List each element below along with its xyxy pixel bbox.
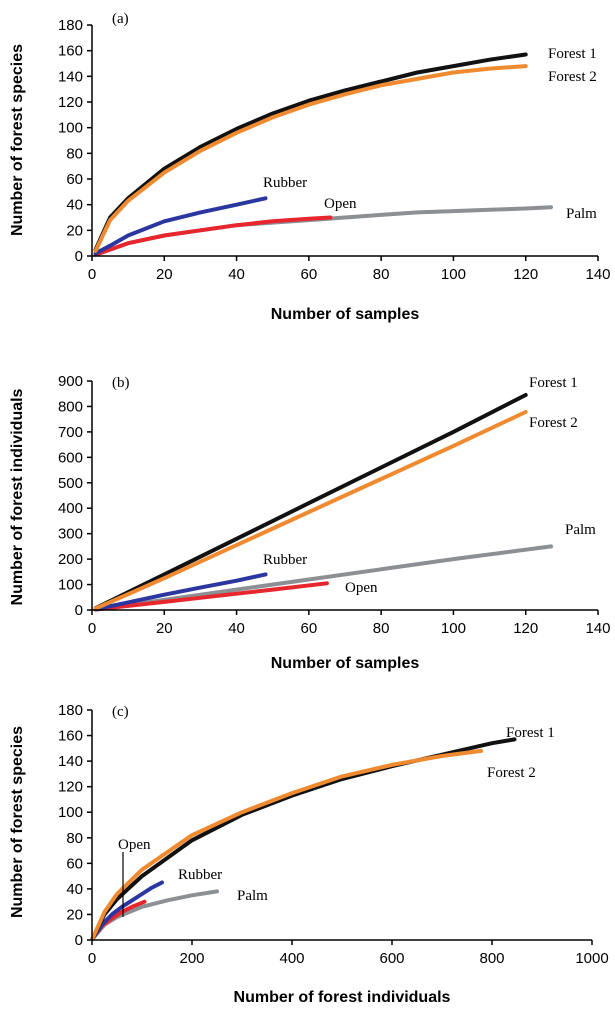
y-tick-label: 40 <box>66 881 83 898</box>
x-tick-label: 100 <box>441 620 466 637</box>
x-tick-label: 60 <box>301 266 318 283</box>
x-tick-label: 1000 <box>575 950 608 967</box>
x-tick-label: 400 <box>279 950 304 967</box>
x-tick-label: 120 <box>513 266 538 283</box>
series-line-rubber <box>93 196 268 256</box>
x-tick-label: 120 <box>513 620 538 637</box>
series-label-forest-2: Forest 2 <box>529 415 578 431</box>
x-tick-label: 600 <box>379 950 404 967</box>
series-line-forest-2 <box>93 64 528 253</box>
x-tick-label: 80 <box>373 620 390 637</box>
y-tick-label: 140 <box>58 68 83 85</box>
series-label-forest-1: Forest 1 <box>548 46 597 62</box>
y-tick-label: 800 <box>58 398 83 415</box>
panel-a: (a) 0 20 40 60 80 100 120 140 160 180 0 20 40 60 80 100… <box>9 11 611 323</box>
x-tick-label: 200 <box>179 950 204 967</box>
y-tick-label: 160 <box>58 43 83 60</box>
y-tick-label: 140 <box>58 753 83 770</box>
y-tick-label: 100 <box>58 120 83 137</box>
series-line-rubber <box>90 880 164 941</box>
series-label-rubber: Rubber <box>263 175 307 191</box>
series-line-rubber <box>93 572 268 612</box>
y-tick-label: 0 <box>75 932 83 949</box>
y-tick-label: 180 <box>58 17 83 34</box>
x-tick-label: 20 <box>156 620 173 637</box>
series-label-open: Open <box>324 196 357 212</box>
panel-c: (c) 0 20 40 60 80 100 120 140 160 180 0 200 400 600 80… <box>9 702 609 1006</box>
y-tick-label: 40 <box>66 197 83 214</box>
series-line-open <box>93 581 329 612</box>
y-tick-label: 160 <box>58 728 83 745</box>
y-tick-label: 100 <box>58 577 83 594</box>
x-tick-label: 20 <box>156 266 173 283</box>
x-tick-label: 40 <box>228 620 245 637</box>
y-tick-label: 80 <box>66 145 83 162</box>
y-tick-label: 600 <box>58 449 83 466</box>
series-label-open: Open <box>118 837 151 853</box>
series-label-palm: Palm <box>237 888 268 904</box>
y-axis-title: Number of forest species <box>9 44 26 236</box>
y-tick-label: 0 <box>75 248 83 265</box>
panel-label: (b) <box>112 375 130 391</box>
series-line-palm <box>93 205 553 257</box>
x-tick-label: 140 <box>585 620 610 637</box>
y-tick-label: 180 <box>58 702 83 719</box>
panel-b: (b) 0 100 200 300 400 500 600 700 800 900 0 20 40 60 8… <box>9 373 611 672</box>
x-tick-label: 0 <box>88 950 96 967</box>
x-axis-title: Number of samples <box>271 306 420 323</box>
series-label-forest-1: Forest 1 <box>506 725 555 741</box>
series-line-forest-2 <box>90 748 483 941</box>
y-tick-label: 120 <box>58 779 83 796</box>
series-line-palm <box>93 544 553 612</box>
x-tick-label: 800 <box>479 950 504 967</box>
series-label-palm: Palm <box>566 206 597 222</box>
series-line-forest-1 <box>90 737 517 941</box>
y-tick-label: 0 <box>75 602 83 619</box>
x-tick-label: 40 <box>228 266 245 283</box>
x-tick-label: 60 <box>301 620 318 637</box>
series-label-forest-1: Forest 1 <box>529 375 578 391</box>
x-tick-label: 0 <box>88 266 96 283</box>
series-label-forest-2: Forest 2 <box>548 69 597 85</box>
x-axis-title: Number of samples <box>271 655 420 672</box>
y-tick-label: 20 <box>66 222 83 239</box>
y-tick-label: 400 <box>58 500 83 517</box>
y-tick-label: 20 <box>66 906 83 923</box>
y-tick-label: 100 <box>58 804 83 821</box>
series-label-rubber: Rubber <box>178 867 222 883</box>
x-tick-label: 80 <box>373 266 390 283</box>
panel-label: (c) <box>112 704 129 720</box>
series-label-open: Open <box>345 580 378 596</box>
x-tick-label: 0 <box>88 620 96 637</box>
y-tick-label: 500 <box>58 475 83 492</box>
x-axis-title: Number of forest individuals <box>234 989 451 1006</box>
x-tick-label: 100 <box>441 266 466 283</box>
x-tick-label: 140 <box>585 266 610 283</box>
series-line-forest-1 <box>93 393 528 611</box>
panel-label: (a) <box>112 11 129 27</box>
series-label-rubber: Rubber <box>263 552 307 568</box>
y-tick-label: 900 <box>58 373 83 390</box>
series-label-palm: Palm <box>565 522 596 538</box>
y-tick-label: 200 <box>58 551 83 568</box>
y-tick-label: 80 <box>66 830 83 847</box>
y-tick-label: 700 <box>58 424 83 441</box>
series-line-forest-1 <box>93 52 528 252</box>
y-tick-label: 60 <box>66 171 83 188</box>
series-line-open <box>93 215 333 257</box>
series-label-forest-2: Forest 2 <box>487 765 536 781</box>
series-line-forest-2 <box>93 410 528 611</box>
y-tick-label: 60 <box>66 855 83 872</box>
y-tick-label: 120 <box>58 94 83 111</box>
y-tick-label: 300 <box>58 526 83 543</box>
y-axis-title: Number of forest species <box>9 726 26 918</box>
y-axis-title: Number of forest individuals <box>9 388 26 605</box>
